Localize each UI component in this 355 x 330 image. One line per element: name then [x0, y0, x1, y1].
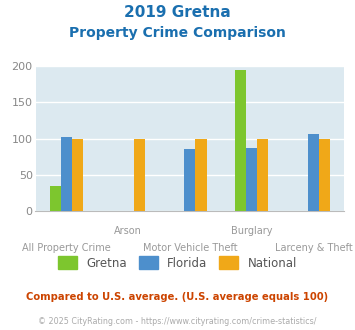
Bar: [308, 134, 319, 211]
Text: Burglary: Burglary: [231, 226, 272, 236]
Text: 2019 Gretna: 2019 Gretna: [124, 5, 231, 20]
Bar: [61, 137, 72, 211]
Text: Property Crime Comparison: Property Crime Comparison: [69, 26, 286, 40]
Text: Arson: Arson: [114, 226, 142, 236]
Text: Motor Vehicle Theft: Motor Vehicle Theft: [143, 243, 237, 253]
Bar: [235, 70, 246, 211]
Bar: [184, 149, 196, 211]
Bar: [196, 139, 207, 211]
Bar: [50, 186, 61, 211]
Bar: [257, 139, 268, 211]
Text: Larceny & Theft: Larceny & Theft: [274, 243, 353, 253]
Bar: [134, 139, 145, 211]
Text: © 2025 CityRating.com - https://www.cityrating.com/crime-statistics/: © 2025 CityRating.com - https://www.city…: [38, 317, 317, 326]
Bar: [319, 139, 330, 211]
Bar: [246, 148, 257, 211]
Bar: [72, 139, 83, 211]
Text: Compared to U.S. average. (U.S. average equals 100): Compared to U.S. average. (U.S. average …: [26, 292, 329, 302]
Text: All Property Crime: All Property Crime: [22, 243, 111, 253]
Legend: Gretna, Florida, National: Gretna, Florida, National: [53, 252, 302, 274]
